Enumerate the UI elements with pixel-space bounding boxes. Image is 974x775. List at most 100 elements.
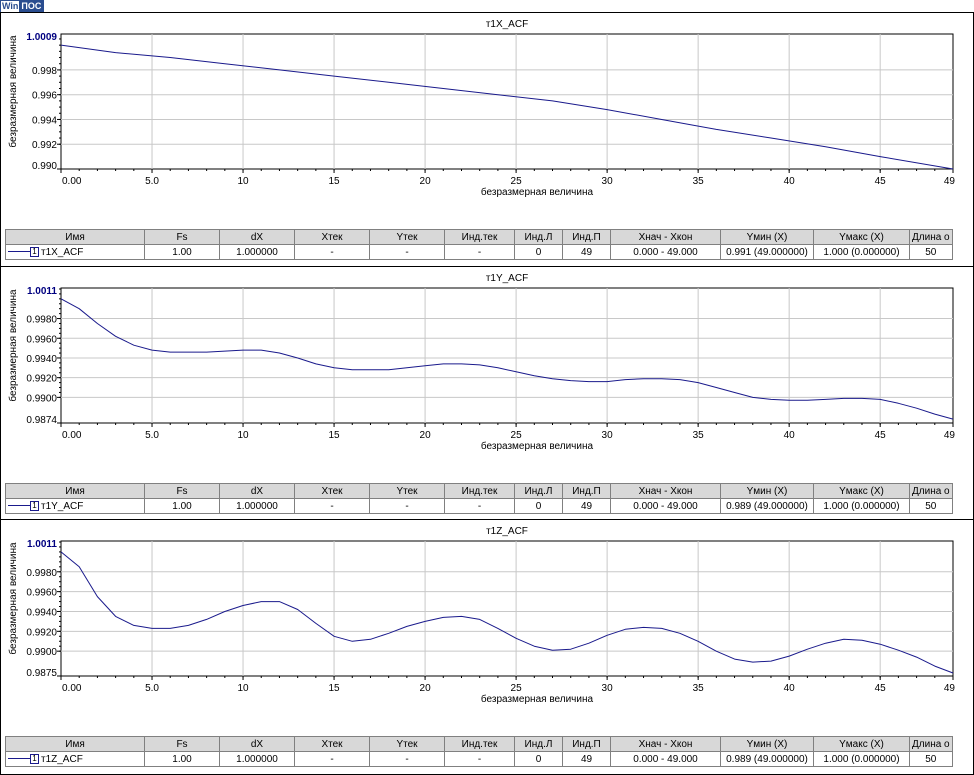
column-header[interactable]: Xнач - Xкон xyxy=(610,736,721,752)
chart-svg-2[interactable]: т1Y_ACF 0.00 5.0 10 15 20 25 30 35 40 45 49 0.9874 0.… xyxy=(1,267,973,477)
x-tick-label: 20 xyxy=(420,430,432,441)
y-tick-label: 0.9920 xyxy=(26,627,57,638)
x-tick-label: 15 xyxy=(328,176,340,187)
column-header[interactable]: Yтек xyxy=(369,229,445,245)
table-cell: - xyxy=(369,751,445,767)
x-tick-label: 30 xyxy=(602,176,614,187)
x-tick-label: 10 xyxy=(237,683,249,694)
column-header[interactable]: Инд.П xyxy=(562,483,611,499)
table-cell: 0.000 - 49.000 xyxy=(610,751,721,767)
x-tick-label: 49 xyxy=(944,176,956,187)
plot-area[interactable] xyxy=(60,287,954,424)
y-tick-label: 0.994 xyxy=(32,115,57,126)
plot-area[interactable] xyxy=(60,540,954,677)
legend-marker-icon: 1 xyxy=(30,500,39,511)
column-header[interactable]: Yмин (X) xyxy=(720,483,814,499)
table-cell: 49 xyxy=(562,751,611,767)
legend-line-icon xyxy=(8,505,30,507)
series-name: т1Z_ACF xyxy=(41,753,83,765)
column-header[interactable]: Имя xyxy=(5,229,145,245)
x-tick-label: 35 xyxy=(693,430,705,441)
table-cell: 1.000 (0.000000) xyxy=(813,751,910,767)
table-cell: 0 xyxy=(514,498,563,514)
x-axis-label: безразмерная величина xyxy=(481,186,594,198)
column-header[interactable]: Fs xyxy=(144,483,220,499)
column-header[interactable]: Yмакс (X) xyxy=(813,229,910,245)
column-header[interactable]: Xнач - Xкон xyxy=(610,229,721,245)
y-tick-label: 0.9960 xyxy=(26,588,57,599)
column-header[interactable]: dX xyxy=(219,483,295,499)
column-header[interactable]: Длина о xyxy=(909,736,953,752)
column-header[interactable]: Yтек xyxy=(369,483,445,499)
table-row[interactable]: 1 т1Z_ACF 1.00 1.000000- - -0 49 0.000 - 49.000… xyxy=(5,751,953,767)
series-line[interactable] xyxy=(60,44,954,170)
column-header[interactable]: Yмин (X) xyxy=(720,736,814,752)
column-header[interactable]: Инд.тек xyxy=(444,229,515,245)
table-row[interactable]: 1 т1Y_ACF 1.00 1.000000- - -0 49 0.000 - 49.000… xyxy=(5,498,953,514)
column-header[interactable]: Yмин (X) xyxy=(720,229,814,245)
table-row[interactable]: 1 т1X_ACF 1.00 1.000000- - -0 49 0.000 - 49.000… xyxy=(5,244,953,260)
column-header[interactable]: dX xyxy=(219,736,295,752)
series-line[interactable] xyxy=(60,551,954,674)
table-cell: 49 xyxy=(562,244,611,260)
table-cell: 0 xyxy=(514,751,563,767)
series-name: т1Y_ACF xyxy=(41,500,84,512)
plot-area[interactable] xyxy=(60,33,954,170)
y-tick-label: 0.9900 xyxy=(26,393,57,404)
column-header[interactable]: Yтек xyxy=(369,736,445,752)
column-header[interactable]: Xтек xyxy=(294,736,370,752)
x-tick-label: 5.0 xyxy=(145,430,159,441)
column-header[interactable]: Xтек xyxy=(294,229,370,245)
column-header[interactable]: Xтек xyxy=(294,483,370,499)
table-cell: - xyxy=(444,498,515,514)
chart-title: т1Z_ACF xyxy=(486,526,528,537)
column-header[interactable]: Имя xyxy=(5,483,145,499)
y-tick-label: 0.9920 xyxy=(26,374,57,385)
column-header[interactable]: Yмакс (X) xyxy=(813,736,910,752)
table-cell: 1.00 xyxy=(144,498,220,514)
chart-svg-3[interactable]: т1Z_ACF 0.00 5.0 10 15 20 25 30 35 40 45 49 0.9875 0.… xyxy=(1,520,973,730)
chart-svg-1[interactable]: т1X_ACF 0.00 5.0 10 15 20 25 30 35 40 45 49 0.990 0.9… xyxy=(1,13,973,223)
x-tick-label: 20 xyxy=(420,176,432,187)
series-name: т1X_ACF xyxy=(41,246,84,258)
x-tick-label: 0.00 xyxy=(62,683,82,694)
y-tick-label: 0.9980 xyxy=(26,315,57,326)
table-cell: 1.000000 xyxy=(219,498,295,514)
table-cell: 0.000 - 49.000 xyxy=(610,498,721,514)
column-header[interactable]: Инд.тек xyxy=(444,483,515,499)
table-cell: 50 xyxy=(909,244,953,260)
column-header[interactable]: Инд.Л xyxy=(514,483,563,499)
x-tick-label: 5.0 xyxy=(145,176,159,187)
table-cell: - xyxy=(294,498,370,514)
column-header[interactable]: Инд.П xyxy=(562,229,611,245)
column-header[interactable]: Длина о xyxy=(909,483,953,499)
column-header[interactable]: Имя xyxy=(5,736,145,752)
column-header[interactable]: Длина о xyxy=(909,229,953,245)
y-tick-label: 0.998 xyxy=(32,66,57,77)
x-tick-label: 35 xyxy=(693,683,705,694)
series-line[interactable] xyxy=(60,298,954,420)
legend-marker-icon: 1 xyxy=(30,246,39,257)
x-tick-label: 35 xyxy=(693,176,705,187)
column-header[interactable]: Инд.тек xyxy=(444,736,515,752)
column-header[interactable]: Yмакс (X) xyxy=(813,483,910,499)
table-header-row: Имя Fs dX Xтек Yтек Инд.тек Инд.Л Инд.П Xнач - X… xyxy=(5,229,953,245)
x-tick-label: 20 xyxy=(420,683,432,694)
logo-pos-text: ПОС xyxy=(19,1,44,12)
column-header[interactable]: Xнач - Xкон xyxy=(610,483,721,499)
column-header[interactable]: Инд.Л xyxy=(514,736,563,752)
column-header[interactable]: Инд.Л xyxy=(514,229,563,245)
y-tick-label: 0.9900 xyxy=(26,647,57,658)
table-cell: 1.00 xyxy=(144,751,220,767)
x-tick-label: 49 xyxy=(944,683,956,694)
column-header[interactable]: Инд.П xyxy=(562,736,611,752)
table-cell: 1.00 xyxy=(144,244,220,260)
table-cell: 50 xyxy=(909,498,953,514)
column-header[interactable]: dX xyxy=(219,229,295,245)
y-tick-label: 0.9960 xyxy=(26,334,57,345)
y-tick-label: 0.992 xyxy=(32,140,57,151)
y-axis-label: безразмерная величина xyxy=(7,542,19,655)
y-tick-label: 0.9940 xyxy=(26,607,57,618)
column-header[interactable]: Fs xyxy=(144,736,220,752)
column-header[interactable]: Fs xyxy=(144,229,220,245)
